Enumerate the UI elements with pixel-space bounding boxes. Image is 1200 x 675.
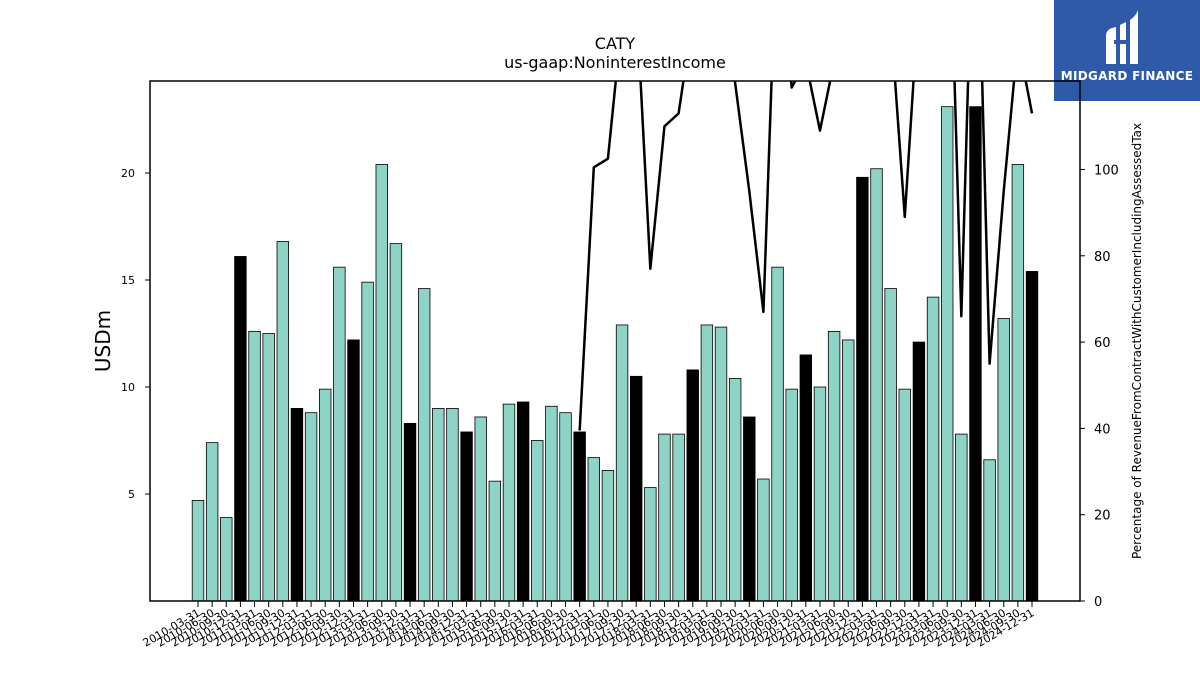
bar-2010-03-31 [191,500,205,602]
axes-layer: 51015200204060801002010-03-312010-06-302… [121,80,1119,650]
bar-2018-12-31 [686,369,699,602]
bar-2015-06-30 [488,480,502,602]
bar-2020-09-30 [785,388,798,602]
y-tick-label: 5 [128,488,135,501]
bar-2014-06-30 [432,408,445,602]
bar-2018-03-31 [644,487,657,602]
bar-2012-12-31 [347,339,360,602]
bar-2013-12-31 [403,422,417,602]
bar-2018-06-30 [658,433,671,602]
bar-2019-12-31 [743,416,756,602]
series-line-percentage [578,81,1034,431]
bar-2021-09-30 [842,339,855,602]
bar-2020-12-31 [799,354,813,602]
bar-2019-03-31 [700,324,714,602]
bar-2011-06-30 [262,333,275,602]
bar-2017-06-30 [601,470,615,602]
bar-2023-09-30 [955,433,968,602]
bars-layer [191,106,1039,602]
plot-frame [149,80,1081,602]
bar-2022-06-30 [884,288,897,602]
bar-2024-12-31 [1025,271,1039,602]
chart-title: CATY [595,34,636,53]
bar-2016-03-31 [531,440,544,602]
y-tick-label: 20 [121,167,135,180]
bar-2015-09-30 [502,403,516,602]
y2-tick-label: 80 [1094,250,1111,265]
chart-subtitle: us-gaap:NoninterestIncome [504,53,726,72]
brand-logo: MIDGARD FINANCE [1054,0,1200,101]
y-axis-label: USDm [91,310,115,372]
bar-2017-03-31 [587,457,600,602]
bar-2024-03-31 [983,459,996,602]
bar-2010-12-31 [234,256,247,602]
bar-2024-06-30 [997,318,1010,602]
bar-2022-03-31 [870,168,883,602]
bar-2012-03-31 [304,412,318,602]
bar-2024-09-30 [1011,164,1025,602]
bar-2015-12-31 [516,401,530,602]
bar-2016-09-30 [559,412,572,602]
y2-tick-label: 100 [1094,163,1119,178]
y-tick-label: 15 [121,274,135,287]
bar-2022-12-31 [912,341,926,602]
y2-tick-label: 40 [1094,422,1111,437]
bar-2013-03-31 [361,281,374,602]
bar-2021-03-31 [813,386,827,602]
bar-2014-09-30 [446,408,459,602]
bar-2013-06-30 [375,164,388,602]
bar-2014-03-31 [417,288,431,602]
bar-2014-12-31 [460,431,473,602]
bar-2011-09-30 [276,241,290,602]
bar-2013-09-30 [389,243,403,602]
bar-2012-06-30 [319,388,332,602]
y2-tick-label: 0 [1094,595,1102,610]
y-tick-label: 10 [121,381,135,394]
line-layer [578,81,1034,431]
bar-2016-12-31 [573,431,586,602]
bar-2011-03-31 [248,330,261,602]
bar-2016-06-30 [545,405,558,602]
logo-mark-icon [1106,10,1138,64]
bar-2023-06-30 [940,106,954,602]
bar-2019-09-30 [728,378,742,602]
bar-2010-06-30 [205,442,219,602]
bar-2020-03-31 [757,478,770,602]
bar-2015-03-31 [474,416,487,602]
bar-2021-06-30 [827,330,841,602]
bar-2021-12-31 [856,176,869,602]
y2-axis-label: Percentage of RevenueFromContractWithCus… [1130,123,1144,559]
bar-2017-09-30 [615,324,629,602]
bar-2010-09-30 [220,517,233,602]
y2-tick-label: 20 [1094,509,1111,524]
y2-tick-label: 60 [1094,336,1111,351]
bar-2022-09-30 [898,388,911,602]
bar-2017-12-31 [630,375,643,602]
bar-2020-06-30 [771,266,784,602]
bar-2018-09-30 [672,433,685,602]
bar-2019-06-30 [714,326,728,602]
bar-2012-09-30 [333,266,346,602]
bar-2011-12-31 [290,408,304,602]
bar-2023-03-31 [926,296,940,602]
logo-text: MIDGARD FINANCE [1060,69,1194,83]
bar-2023-12-31 [969,106,982,602]
